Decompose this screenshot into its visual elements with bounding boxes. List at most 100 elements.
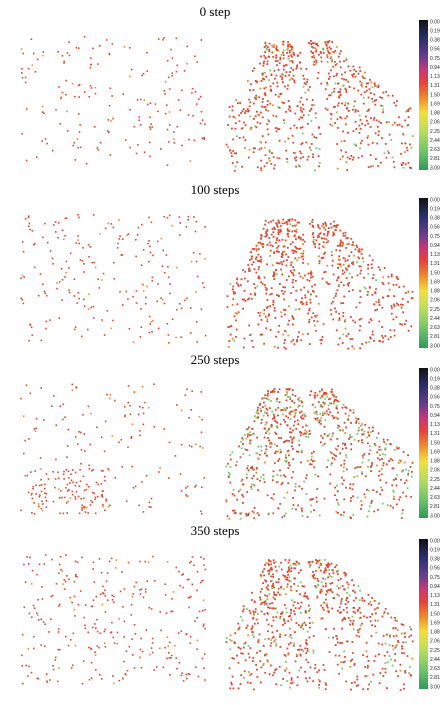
point <box>77 235 79 237</box>
point <box>143 597 145 599</box>
point <box>368 166 370 168</box>
point <box>202 119 204 121</box>
point <box>84 305 86 307</box>
point <box>300 97 302 99</box>
point <box>251 592 253 594</box>
colorbar-tick-label: 0.19 <box>430 547 440 553</box>
point <box>267 415 269 417</box>
point <box>336 400 338 402</box>
point <box>204 287 206 289</box>
point <box>340 302 342 304</box>
point <box>270 564 272 566</box>
point <box>393 304 395 306</box>
point <box>273 591 275 593</box>
point <box>361 439 363 441</box>
point <box>275 645 277 647</box>
point <box>279 634 281 636</box>
point <box>149 506 151 508</box>
point <box>319 228 321 230</box>
point <box>97 484 99 486</box>
point <box>323 253 325 255</box>
point <box>361 442 363 444</box>
point <box>353 157 355 159</box>
point <box>292 279 294 281</box>
point <box>379 459 381 461</box>
point <box>262 283 264 285</box>
point <box>264 284 266 286</box>
point <box>269 433 271 435</box>
point <box>190 636 192 638</box>
point <box>294 631 296 633</box>
point <box>52 595 54 597</box>
colorbar-tick-label: 1.13 <box>430 593 440 599</box>
point <box>22 275 24 277</box>
point <box>359 81 361 83</box>
point <box>342 312 344 314</box>
point <box>292 142 294 144</box>
point <box>56 583 58 585</box>
point <box>300 612 302 614</box>
point <box>278 231 280 233</box>
point <box>120 591 122 593</box>
point <box>278 437 280 439</box>
point <box>278 566 280 568</box>
point <box>394 660 396 662</box>
point <box>227 146 229 148</box>
point <box>246 474 248 476</box>
point <box>355 71 357 73</box>
point <box>400 670 402 672</box>
point <box>304 622 306 624</box>
point <box>41 491 43 493</box>
point <box>234 315 236 317</box>
point <box>396 635 398 637</box>
point <box>305 297 307 299</box>
point <box>292 241 294 243</box>
point <box>184 300 186 302</box>
point <box>256 285 258 287</box>
colorbar-tick-label: 1.69 <box>430 620 440 626</box>
point <box>168 477 170 479</box>
point <box>342 618 344 620</box>
point <box>394 122 396 124</box>
point <box>266 562 268 564</box>
point <box>266 236 268 238</box>
point <box>74 96 76 98</box>
point <box>25 218 27 220</box>
point <box>412 291 414 293</box>
point <box>181 308 183 310</box>
point <box>314 418 316 420</box>
point <box>41 586 43 588</box>
point <box>94 651 96 653</box>
point <box>266 449 268 451</box>
point <box>258 514 260 516</box>
point <box>396 474 398 476</box>
point <box>346 456 348 458</box>
point <box>194 486 196 488</box>
point <box>270 85 272 87</box>
point <box>83 271 85 273</box>
point <box>164 647 166 649</box>
point <box>362 654 364 656</box>
point <box>386 443 388 445</box>
point <box>297 222 299 224</box>
point <box>359 273 361 275</box>
point <box>284 421 286 423</box>
point <box>358 440 360 442</box>
point <box>75 561 77 563</box>
point <box>279 62 281 64</box>
point <box>251 488 253 490</box>
point <box>302 628 304 630</box>
point <box>137 234 139 236</box>
point <box>339 429 341 431</box>
point <box>147 104 149 106</box>
point <box>26 385 28 387</box>
point <box>309 677 311 679</box>
point <box>303 413 305 415</box>
point <box>311 464 313 466</box>
point <box>374 82 376 84</box>
colorbar-tick-label: 0.75 <box>430 404 440 410</box>
point <box>353 69 355 71</box>
point <box>259 123 261 125</box>
point <box>311 452 313 454</box>
point <box>349 487 351 489</box>
